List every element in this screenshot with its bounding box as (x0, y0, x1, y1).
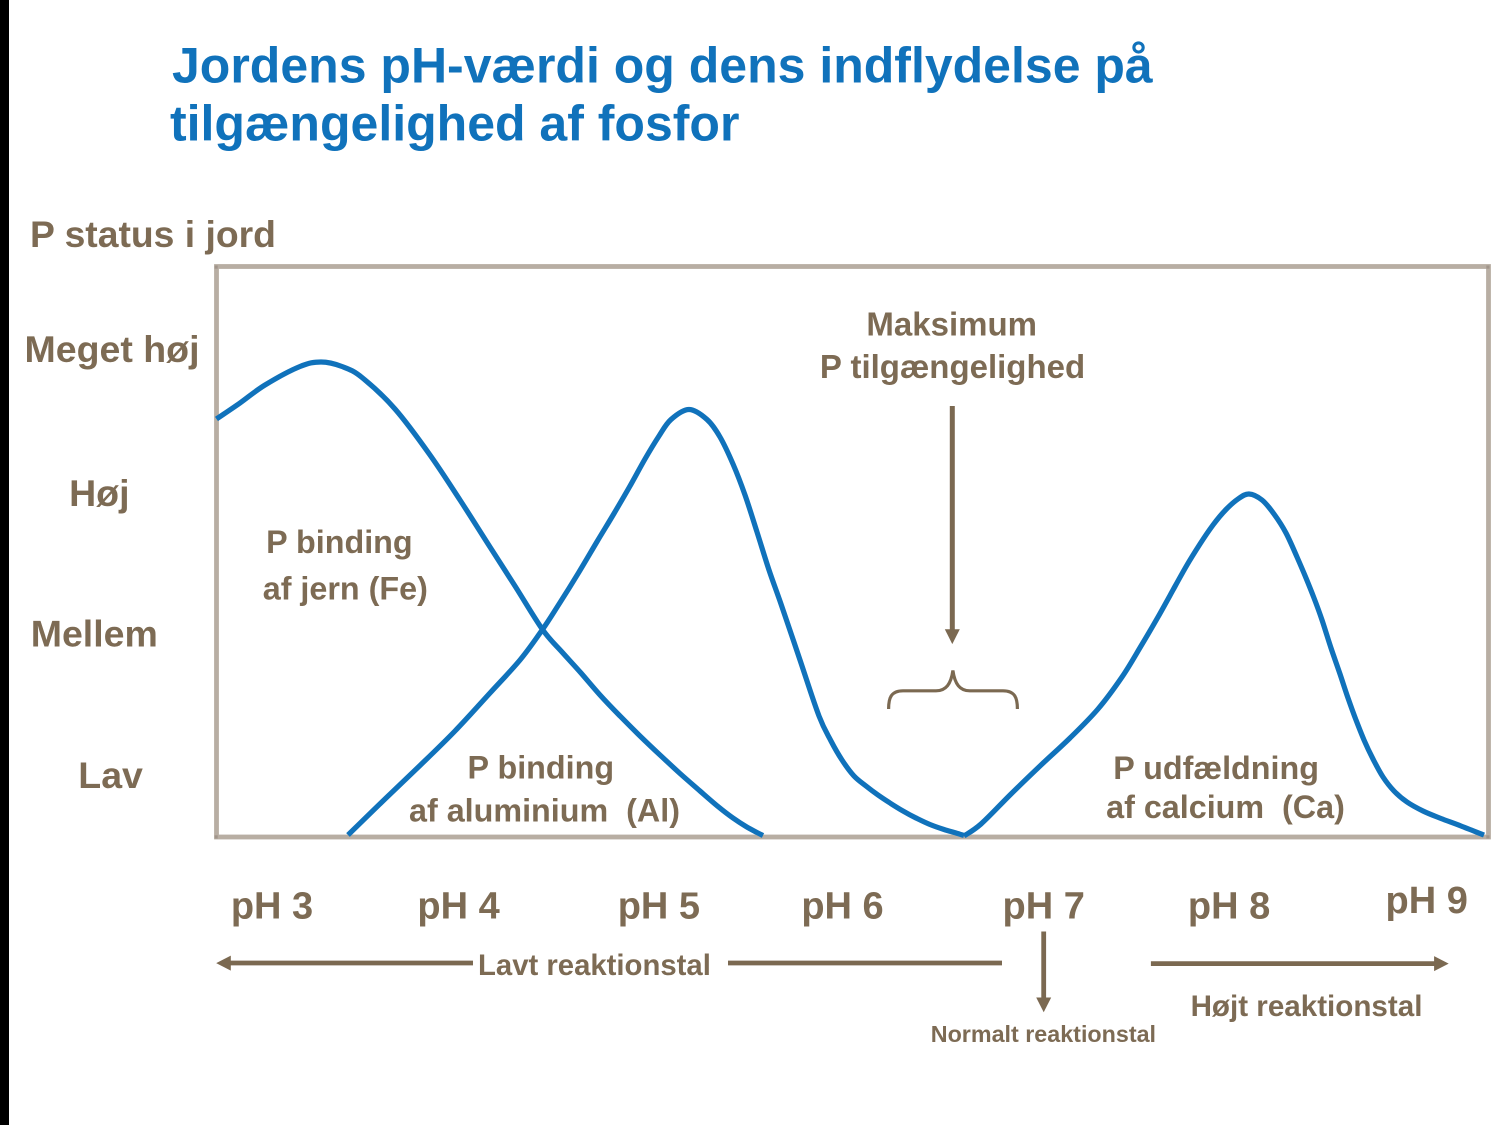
svg-text:tilgængelighed af fosfor: tilgængelighed af fosfor (170, 95, 739, 151)
svg-text:P status i jord: P status i jord (30, 213, 276, 255)
svg-text:af jern (Fe): af jern (Fe) (263, 571, 428, 607)
svg-text:Højt reaktionstal: Højt reaktionstal (1191, 990, 1423, 1023)
svg-text:P binding: P binding (266, 524, 413, 560)
svg-text:Jordens pH-værdi og dens indfl: Jordens pH-værdi og dens indflydelse på (172, 38, 1153, 94)
svg-text:pH 4: pH 4 (417, 886, 499, 928)
svg-text:pH 7: pH 7 (1003, 886, 1085, 928)
svg-text:Maksimum: Maksimum (866, 306, 1037, 343)
svg-text:Lav: Lav (78, 754, 143, 796)
svg-text:Normalt reaktionstal: Normalt reaktionstal (931, 1021, 1156, 1047)
svg-text:pH 9: pH 9 (1386, 880, 1468, 922)
svg-text:af calcium (Ca): af calcium (Ca) (1106, 789, 1345, 825)
svg-text:Høj: Høj (69, 472, 129, 514)
svg-text:Mellem: Mellem (31, 613, 158, 655)
svg-text:pH 3: pH 3 (231, 886, 313, 928)
svg-text:af aluminium (Al): af aluminium (Al) (409, 793, 680, 829)
svg-text:P udfældning: P udfældning (1113, 750, 1319, 786)
svg-text:P tilgængelighed: P tilgængelighed (820, 348, 1085, 385)
svg-text:pH 6: pH 6 (801, 886, 883, 928)
svg-text:P binding: P binding (468, 749, 615, 785)
svg-text:Meget høj: Meget høj (25, 328, 200, 370)
svg-text:Lavt reaktionstal: Lavt reaktionstal (478, 949, 711, 982)
svg-text:pH 8: pH 8 (1188, 886, 1270, 928)
svg-text:pH 5: pH 5 (618, 886, 700, 928)
